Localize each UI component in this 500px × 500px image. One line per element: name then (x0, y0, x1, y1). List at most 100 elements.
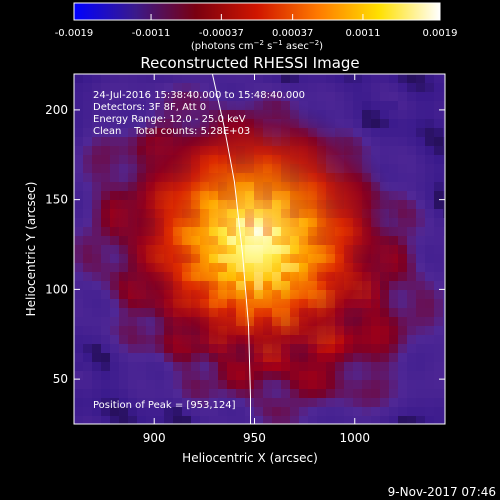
image-pixel (443, 155, 445, 164)
image-pixel (362, 407, 371, 416)
image-pixel (155, 380, 164, 389)
image-pixel (101, 164, 110, 173)
image-pixel (83, 209, 92, 218)
image-pixel (398, 200, 407, 209)
image-pixel (380, 137, 389, 146)
image-pixel (425, 110, 434, 119)
image-pixel (434, 119, 443, 128)
image-pixel (380, 74, 389, 83)
image-pixel (110, 362, 119, 371)
image-pixel (326, 398, 335, 407)
image-pixel (416, 281, 425, 290)
image-pixel (407, 263, 416, 272)
image-pixel (317, 362, 326, 371)
image-pixel (92, 236, 101, 245)
image-pixel (398, 227, 407, 236)
image-pixel (398, 290, 407, 299)
image-pixel (236, 380, 245, 389)
image-pixel (443, 164, 445, 173)
image-pixel (389, 146, 398, 155)
image-pixel (371, 344, 380, 353)
colorbar-tick-label: -0.0019 (55, 28, 94, 39)
image-pixel (146, 353, 155, 362)
image-pixel (425, 182, 434, 191)
image-pixel (398, 137, 407, 146)
image-pixel (335, 92, 344, 101)
image-pixel (326, 110, 335, 119)
image-pixel (434, 326, 443, 335)
image-pixel (335, 83, 344, 92)
image-pixel (407, 209, 416, 218)
image-pixel (407, 92, 416, 101)
image-pixel (137, 92, 146, 101)
image-pixel (209, 389, 218, 398)
image-pixel (119, 407, 128, 416)
image-pixel (119, 290, 128, 299)
image-pixel (434, 92, 443, 101)
image-pixel (173, 74, 182, 83)
image-pixel (425, 281, 434, 290)
image-pixel (182, 101, 191, 110)
image-pixel (155, 83, 164, 92)
image-pixel (200, 83, 209, 92)
image-pixel (443, 83, 445, 92)
image-pixel (101, 317, 110, 326)
image-pixel (92, 344, 101, 353)
image-pixel (101, 227, 110, 236)
image-pixel (110, 146, 119, 155)
image-pixel (101, 371, 110, 380)
image-pixel (209, 371, 218, 380)
image-pixel (434, 227, 443, 236)
image-pixel (425, 362, 434, 371)
image-pixel (434, 218, 443, 227)
image-pixel (425, 83, 434, 92)
image-pixel (155, 353, 164, 362)
image-pixel (137, 119, 146, 128)
image-pixel (146, 326, 155, 335)
image-pixel (434, 281, 443, 290)
image-pixel (74, 101, 83, 110)
image-pixel (92, 380, 101, 389)
image-pixel (146, 128, 155, 137)
image-pixel (209, 92, 218, 101)
image-pixel (92, 182, 101, 191)
image-pixel (407, 317, 416, 326)
image-pixel (353, 326, 362, 335)
image-pixel (74, 263, 83, 272)
image-pixel (425, 74, 434, 83)
image-pixel (146, 380, 155, 389)
image-pixel (92, 281, 101, 290)
image-pixel (335, 416, 344, 424)
image-pixel (92, 245, 101, 254)
image-pixel (128, 128, 137, 137)
image-pixel (362, 83, 371, 92)
image-pixel (371, 308, 380, 317)
image-pixel (101, 389, 110, 398)
image-pixel (119, 344, 128, 353)
image-pixel (434, 272, 443, 281)
image-pixel (92, 227, 101, 236)
image-pixel (425, 263, 434, 272)
image-pixel (83, 416, 92, 424)
image-pixel (371, 407, 380, 416)
image-pixel (380, 164, 389, 173)
image-pixel (434, 353, 443, 362)
image-pixel (92, 326, 101, 335)
image-pixel (434, 200, 443, 209)
image-pixel (83, 353, 92, 362)
image-pixel (182, 83, 191, 92)
image-pixel (380, 398, 389, 407)
image-pixel (299, 416, 308, 424)
image-pixel (407, 74, 416, 83)
image-pixel (155, 119, 164, 128)
image-pixel (434, 137, 443, 146)
image-pixel (245, 416, 254, 424)
image-pixel (83, 110, 92, 119)
image-pixel (290, 83, 299, 92)
image-pixel (371, 380, 380, 389)
image-pixel (173, 353, 182, 362)
image-pixel (272, 83, 281, 92)
image-pixel (371, 416, 380, 424)
image-pixel (164, 371, 173, 380)
image-pixel (371, 137, 380, 146)
